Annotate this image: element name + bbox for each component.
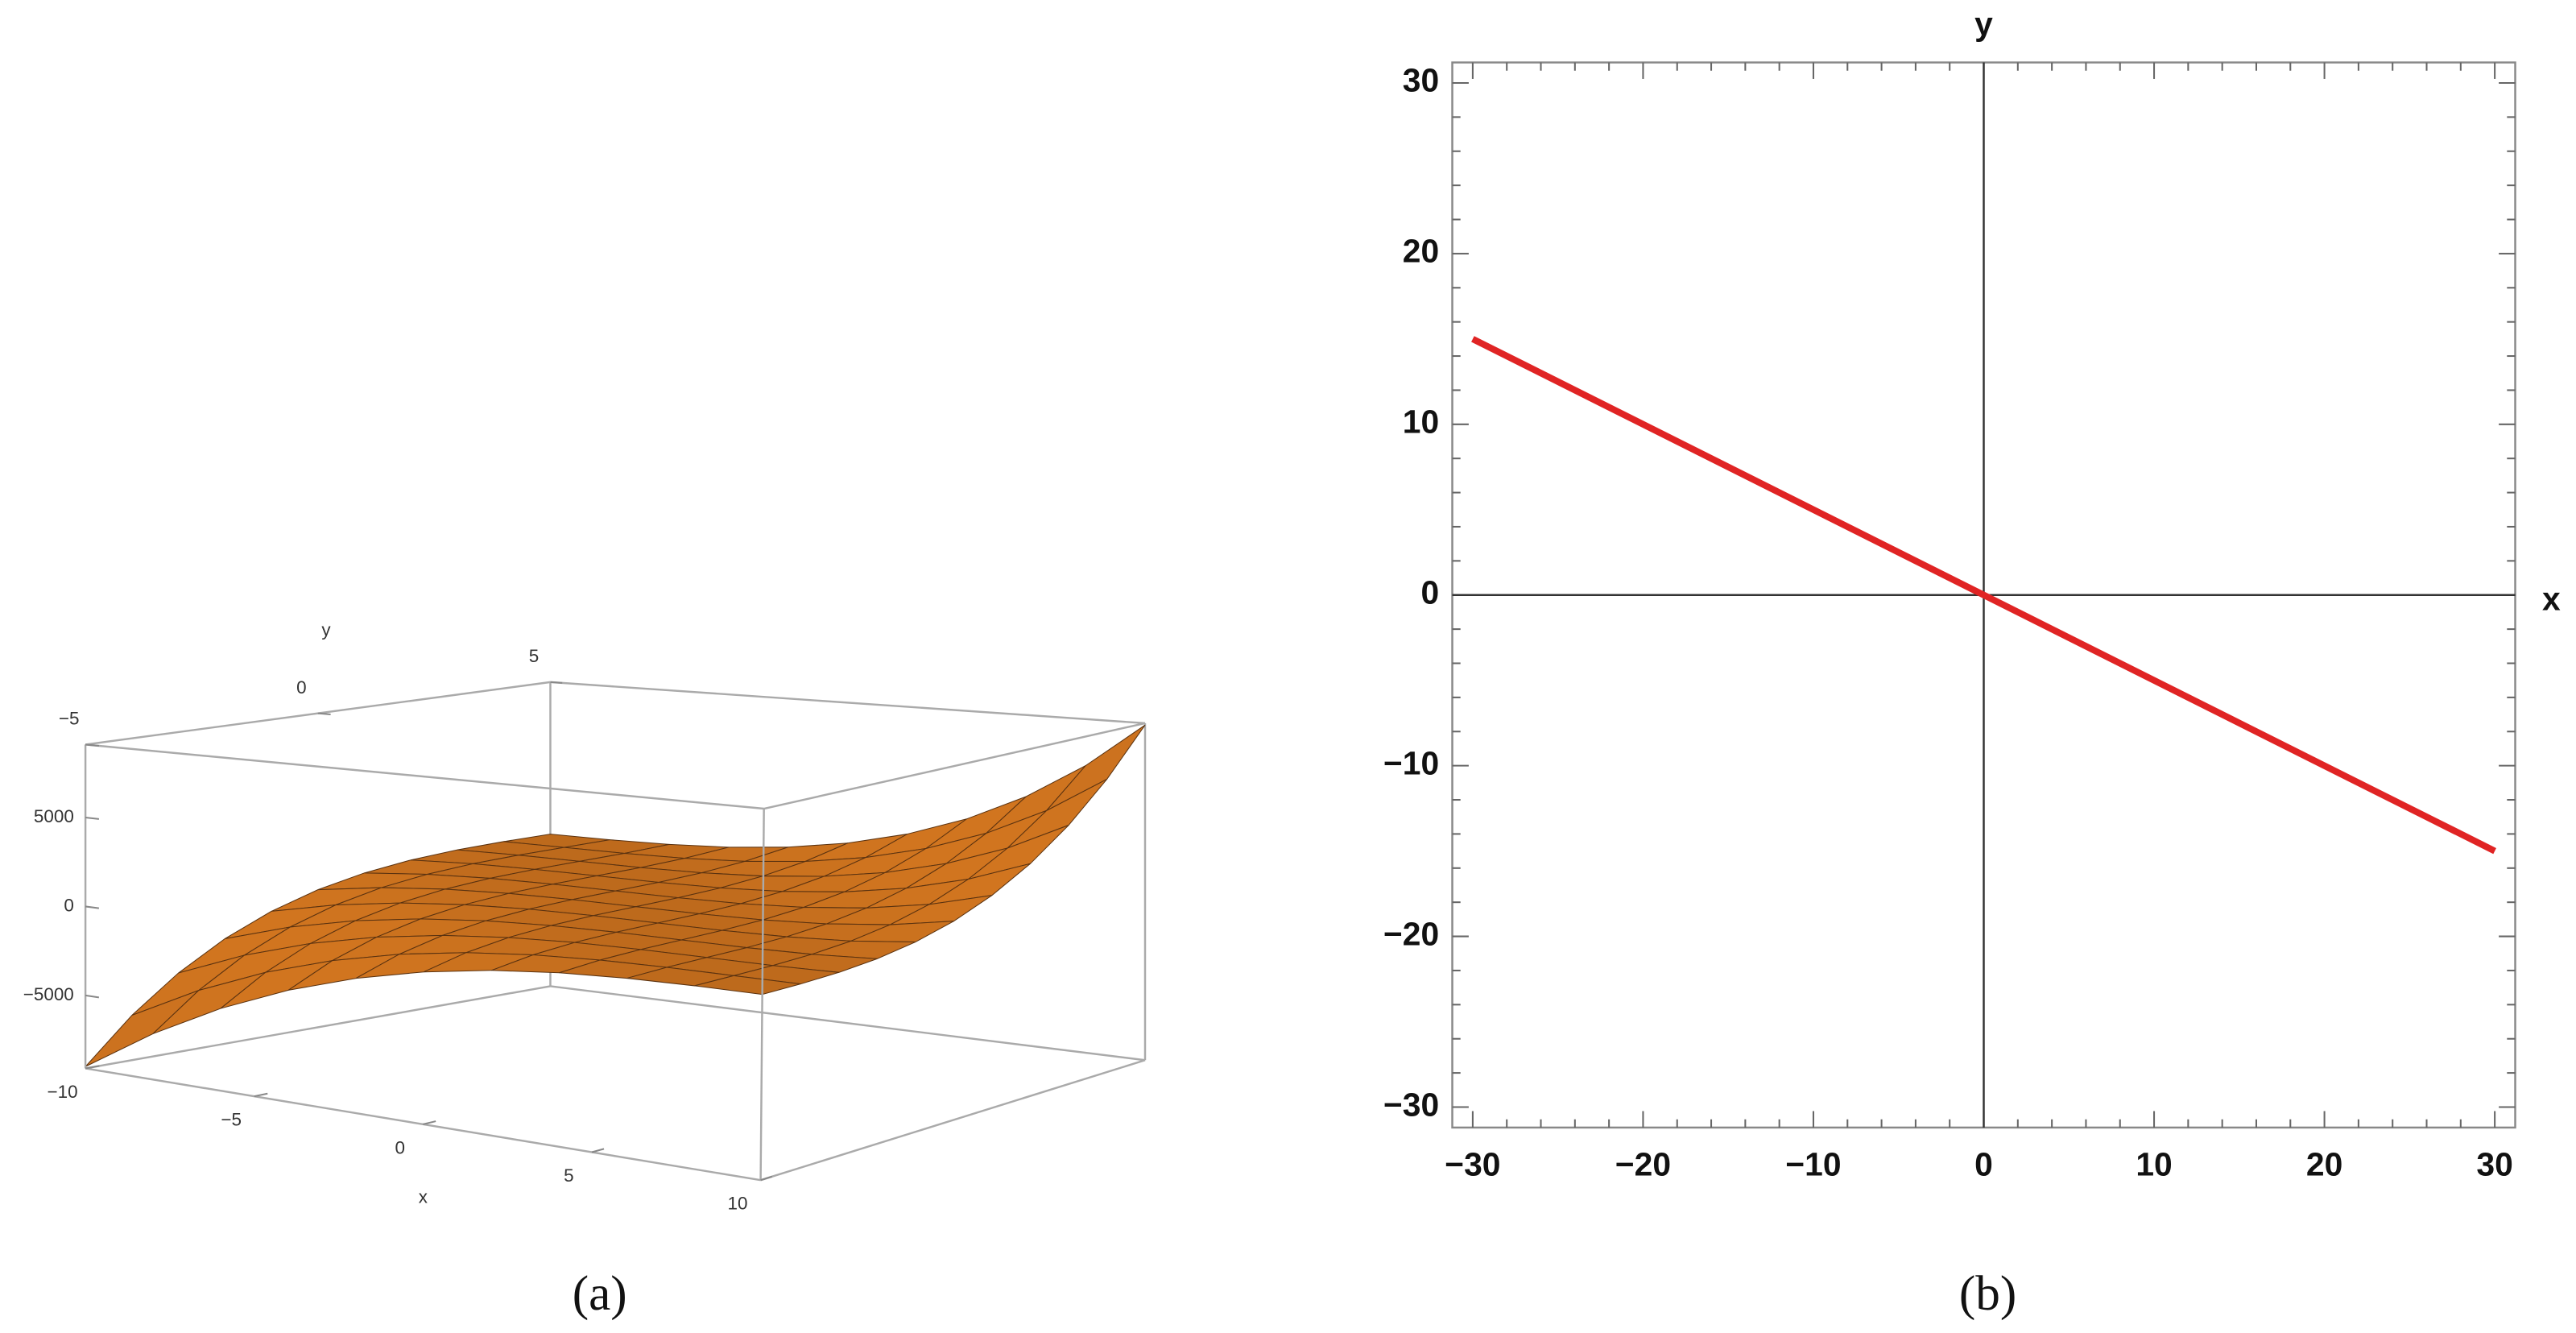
x-axis-label: x [419, 1187, 428, 1207]
surface-patch [85, 990, 200, 1067]
y-tick-label: −30 [1383, 1086, 1439, 1123]
box-edge [85, 1067, 761, 1182]
x-tick [423, 1120, 436, 1125]
x-tick-label: −20 [1615, 1146, 1671, 1183]
caption: (a) [573, 1266, 627, 1321]
y-tick-label: −10 [1383, 744, 1439, 781]
z-tick [85, 816, 100, 820]
z-tick-label: 5000 [34, 806, 74, 826]
y-axis-label: y [321, 620, 331, 640]
y-tick-label: 5 [529, 646, 539, 666]
box-edge [550, 681, 1146, 725]
x-tick-label: −5 [221, 1110, 242, 1130]
x-tick [760, 1175, 773, 1182]
x-tick-label: −30 [1445, 1146, 1500, 1183]
z-tick [85, 905, 100, 909]
box-edge [85, 743, 764, 810]
box-edge [550, 985, 1146, 1062]
y-tick [85, 743, 100, 747]
x-tick-label: 0 [1974, 1146, 1993, 1183]
caption: (b) [1959, 1266, 2016, 1321]
y-tick [550, 681, 563, 684]
x-tick [85, 1065, 100, 1070]
z-tick-label: 0 [64, 895, 73, 915]
box-edge [760, 1059, 1146, 1182]
y-axis-label: y [1974, 5, 1993, 42]
y-tick-label: −5 [59, 709, 80, 729]
x-tick-label: 10 [728, 1194, 748, 1214]
z-tick-label: −5000 [23, 984, 74, 1004]
y-tick-label: 10 [1403, 404, 1439, 441]
x-tick-label: 10 [2136, 1146, 2172, 1183]
x-tick-label: 0 [395, 1137, 405, 1157]
x-tick-label: −10 [47, 1082, 77, 1102]
x-tick-label: −10 [1785, 1146, 1841, 1183]
x-tick-label: 5 [564, 1165, 573, 1186]
y-tick-label: −20 [1383, 915, 1439, 952]
z-tick [85, 994, 100, 999]
x-tick-label: 30 [2476, 1146, 2512, 1183]
y-tick-label: 30 [1403, 62, 1439, 99]
x-axis-label: x [2542, 581, 2561, 618]
x-tick [591, 1148, 605, 1153]
data-line [1471, 336, 2496, 855]
surface-patch [694, 975, 801, 996]
surface-patch [1046, 724, 1146, 811]
box-edge [763, 722, 1146, 810]
y-tick-label: 20 [1403, 233, 1439, 270]
y-tick-label: 0 [1420, 574, 1439, 611]
x-tick [254, 1092, 268, 1098]
box-edge [759, 809, 765, 1181]
box-edge [85, 985, 551, 1070]
y-tick-label: 0 [296, 677, 306, 698]
x-tick-label: 20 [2306, 1146, 2342, 1183]
